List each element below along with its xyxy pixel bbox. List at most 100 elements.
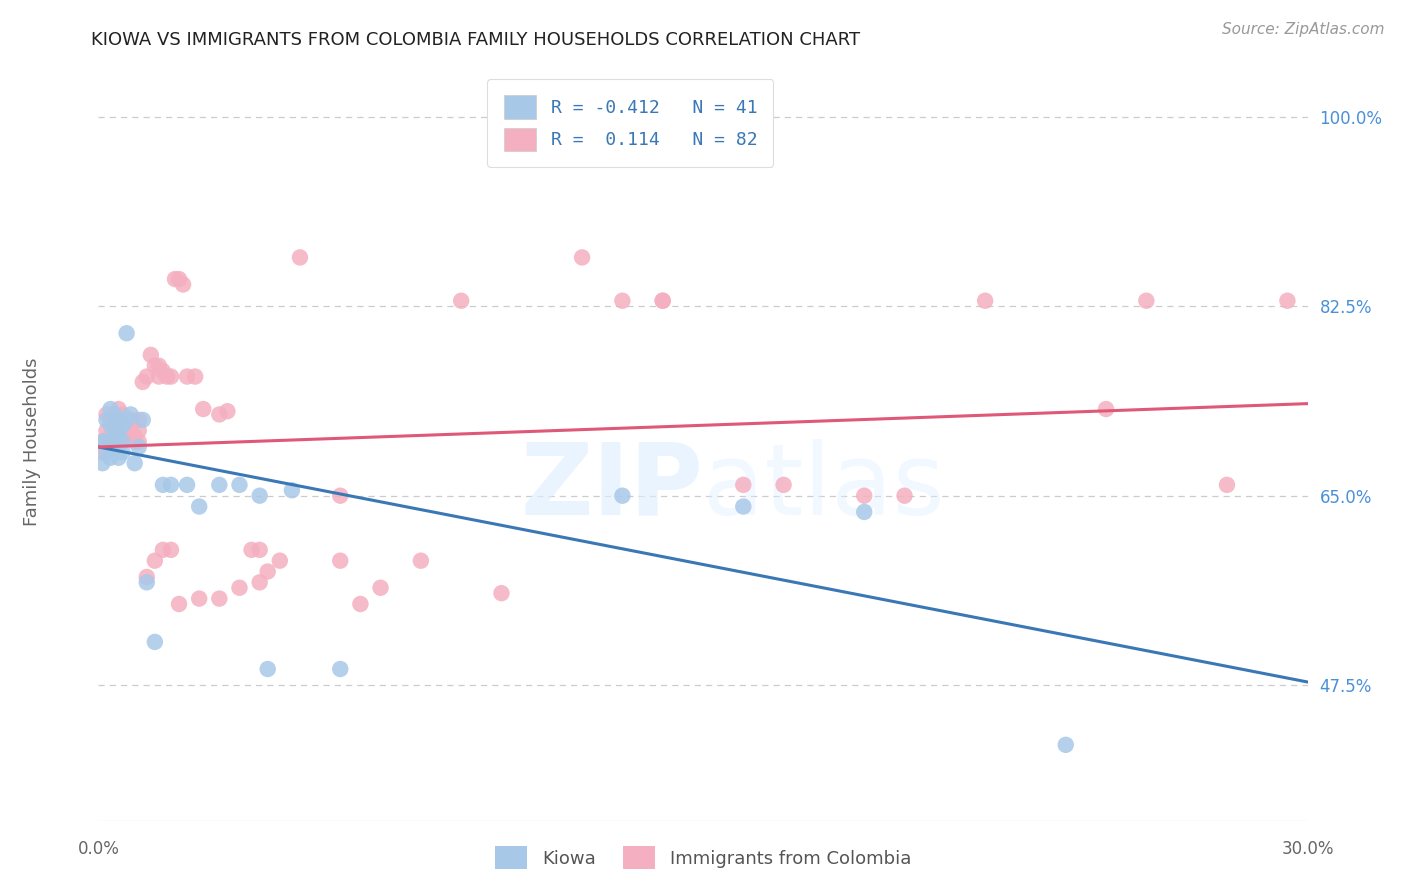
Point — [124, 456, 146, 470]
Text: Family Households: Family Households — [22, 358, 41, 525]
Point — [96, 445, 118, 459]
Point — [893, 857, 915, 871]
Point — [124, 429, 146, 443]
Point — [111, 418, 134, 433]
Point — [100, 418, 122, 433]
Point — [217, 404, 239, 418]
Point — [1216, 478, 1239, 492]
Point — [281, 483, 304, 498]
Point — [329, 554, 352, 568]
Point — [96, 434, 118, 449]
Point — [733, 478, 755, 492]
Text: ZIP: ZIP — [520, 439, 703, 535]
Point — [256, 662, 278, 676]
Point — [1054, 738, 1077, 752]
Point — [100, 402, 122, 417]
Point — [91, 434, 114, 449]
Point — [288, 251, 311, 265]
Text: KIOWA VS IMMIGRANTS FROM COLOMBIA FAMILY HOUSEHOLDS CORRELATION CHART: KIOWA VS IMMIGRANTS FROM COLOMBIA FAMILY… — [91, 31, 860, 49]
Point — [172, 277, 194, 292]
Point — [163, 272, 186, 286]
Point — [148, 369, 170, 384]
Point — [370, 581, 392, 595]
Point — [91, 456, 114, 470]
Point — [107, 424, 129, 438]
Point — [120, 429, 142, 443]
Point — [115, 425, 138, 440]
Point — [167, 597, 190, 611]
Point — [139, 348, 162, 362]
Point — [156, 369, 179, 384]
Point — [103, 424, 125, 438]
Point — [208, 408, 231, 422]
Point — [100, 434, 122, 449]
Point — [184, 369, 207, 384]
Point — [96, 434, 118, 449]
Point — [571, 251, 593, 265]
Point — [853, 505, 876, 519]
Text: 30.0%: 30.0% — [1281, 840, 1334, 858]
Point — [135, 575, 157, 590]
Point — [349, 597, 371, 611]
Point — [160, 369, 183, 384]
Point — [208, 478, 231, 492]
Point — [103, 413, 125, 427]
Point — [893, 489, 915, 503]
Point — [96, 424, 118, 438]
Legend: R = -0.412   N = 41, R =  0.114   N = 82: R = -0.412 N = 41, R = 0.114 N = 82 — [488, 79, 773, 167]
Point — [152, 542, 174, 557]
Point — [176, 478, 198, 492]
Point — [91, 445, 114, 459]
Point — [612, 489, 634, 503]
Point — [100, 429, 122, 443]
Point — [111, 408, 134, 422]
Point — [651, 293, 673, 308]
Point — [240, 542, 263, 557]
Point — [128, 440, 150, 454]
Point — [228, 478, 250, 492]
Point — [143, 359, 166, 373]
Point — [103, 434, 125, 449]
Point — [107, 434, 129, 449]
Point — [409, 554, 432, 568]
Point — [107, 450, 129, 465]
Point — [128, 434, 150, 449]
Point — [128, 413, 150, 427]
Text: Source: ZipAtlas.com: Source: ZipAtlas.com — [1222, 22, 1385, 37]
Point — [107, 413, 129, 427]
Point — [256, 565, 278, 579]
Point — [115, 418, 138, 433]
Point — [91, 434, 114, 449]
Point — [148, 359, 170, 373]
Point — [111, 429, 134, 443]
Point — [269, 554, 291, 568]
Point — [103, 424, 125, 438]
Point — [228, 581, 250, 595]
Point — [115, 326, 138, 341]
Point — [128, 424, 150, 438]
Point — [120, 413, 142, 427]
Point — [612, 293, 634, 308]
Point — [193, 402, 215, 417]
Point — [772, 478, 794, 492]
Point — [167, 272, 190, 286]
Point — [1277, 293, 1299, 308]
Point — [132, 413, 155, 427]
Point — [143, 635, 166, 649]
Point — [135, 369, 157, 384]
Point — [974, 293, 997, 308]
Point — [1095, 402, 1118, 417]
Point — [111, 445, 134, 459]
Point — [107, 434, 129, 449]
Point — [329, 489, 352, 503]
Point — [176, 369, 198, 384]
Point — [100, 450, 122, 465]
Point — [160, 478, 183, 492]
Legend: Kiowa, Immigrants from Colombia: Kiowa, Immigrants from Colombia — [486, 838, 920, 879]
Point — [143, 554, 166, 568]
Point — [132, 375, 155, 389]
Point — [329, 662, 352, 676]
Point — [107, 424, 129, 438]
Point — [120, 421, 142, 435]
Point — [188, 591, 211, 606]
